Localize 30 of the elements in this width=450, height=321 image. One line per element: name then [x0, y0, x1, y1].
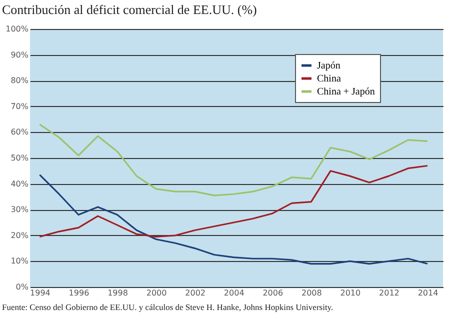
x-tick-label: 1996	[68, 288, 90, 298]
legend-label: China + Japón	[317, 86, 375, 98]
line-series	[38, 174, 428, 265]
x-tick-label: 1998	[108, 288, 128, 298]
x-tick-label: 2008	[301, 288, 322, 298]
y-tick-label: 70%	[10, 102, 29, 111]
y-tick-label: 0%	[16, 282, 29, 292]
legend-label: China	[317, 74, 342, 84]
line-series	[38, 124, 428, 196]
x-tick-label: 2000	[146, 288, 167, 298]
x-tick-label: 2010	[340, 288, 361, 298]
line-series	[38, 164, 428, 238]
y-tick-label: 60%	[10, 128, 29, 137]
x-tick-label: 2014	[418, 288, 438, 298]
y-tick-label: 40%	[10, 179, 29, 188]
x-tick-label: 1994	[30, 288, 50, 298]
x-tick-label: 2006	[262, 288, 284, 298]
y-tick-label: 50%	[10, 154, 29, 162]
x-tick-label: 2004	[224, 288, 244, 298]
y-tick-label: 30%	[10, 205, 29, 214]
legend-label: Japón	[317, 60, 340, 72]
y-tick-label: 80%	[10, 76, 29, 86]
chart-title: Contribución al déficit comercial de EE.UU. (%)	[2, 2, 257, 17]
y-tick-label: 20%	[10, 230, 29, 240]
y-tick-label: 10%	[10, 256, 29, 266]
source-note: Fuente: Censo del Gobierno de EE.UU. y cálculos de Steve H. Hanke, Johns Hopkins University.	[2, 302, 334, 312]
x-tick-label: 2002	[185, 288, 206, 298]
y-tick-label: 100%	[6, 24, 29, 34]
y-tick-label: 90%	[10, 50, 29, 60]
x-tick-label: 2012	[379, 288, 400, 298]
